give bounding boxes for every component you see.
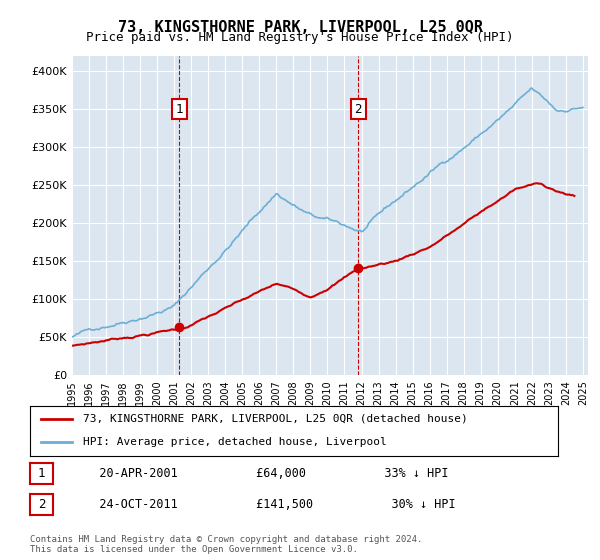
Text: 73, KINGSTHORNE PARK, LIVERPOOL, L25 0QR (detached house): 73, KINGSTHORNE PARK, LIVERPOOL, L25 0QR… — [83, 414, 467, 423]
Text: 73, KINGSTHORNE PARK, LIVERPOOL, L25 0QR: 73, KINGSTHORNE PARK, LIVERPOOL, L25 0QR — [118, 20, 482, 35]
Text: 2: 2 — [38, 498, 45, 511]
Text: Contains HM Land Registry data © Crown copyright and database right 2024.
This d: Contains HM Land Registry data © Crown c… — [30, 535, 422, 554]
Text: 20-APR-2001           £64,000           33% ↓ HPI: 20-APR-2001 £64,000 33% ↓ HPI — [78, 467, 449, 480]
Text: 1: 1 — [38, 467, 45, 480]
Text: 2: 2 — [355, 102, 362, 116]
Text: 1: 1 — [176, 102, 183, 116]
Text: 24-OCT-2011           £141,500           30% ↓ HPI: 24-OCT-2011 £141,500 30% ↓ HPI — [78, 498, 455, 511]
Text: Price paid vs. HM Land Registry's House Price Index (HPI): Price paid vs. HM Land Registry's House … — [86, 31, 514, 44]
Text: HPI: Average price, detached house, Liverpool: HPI: Average price, detached house, Live… — [83, 437, 386, 447]
